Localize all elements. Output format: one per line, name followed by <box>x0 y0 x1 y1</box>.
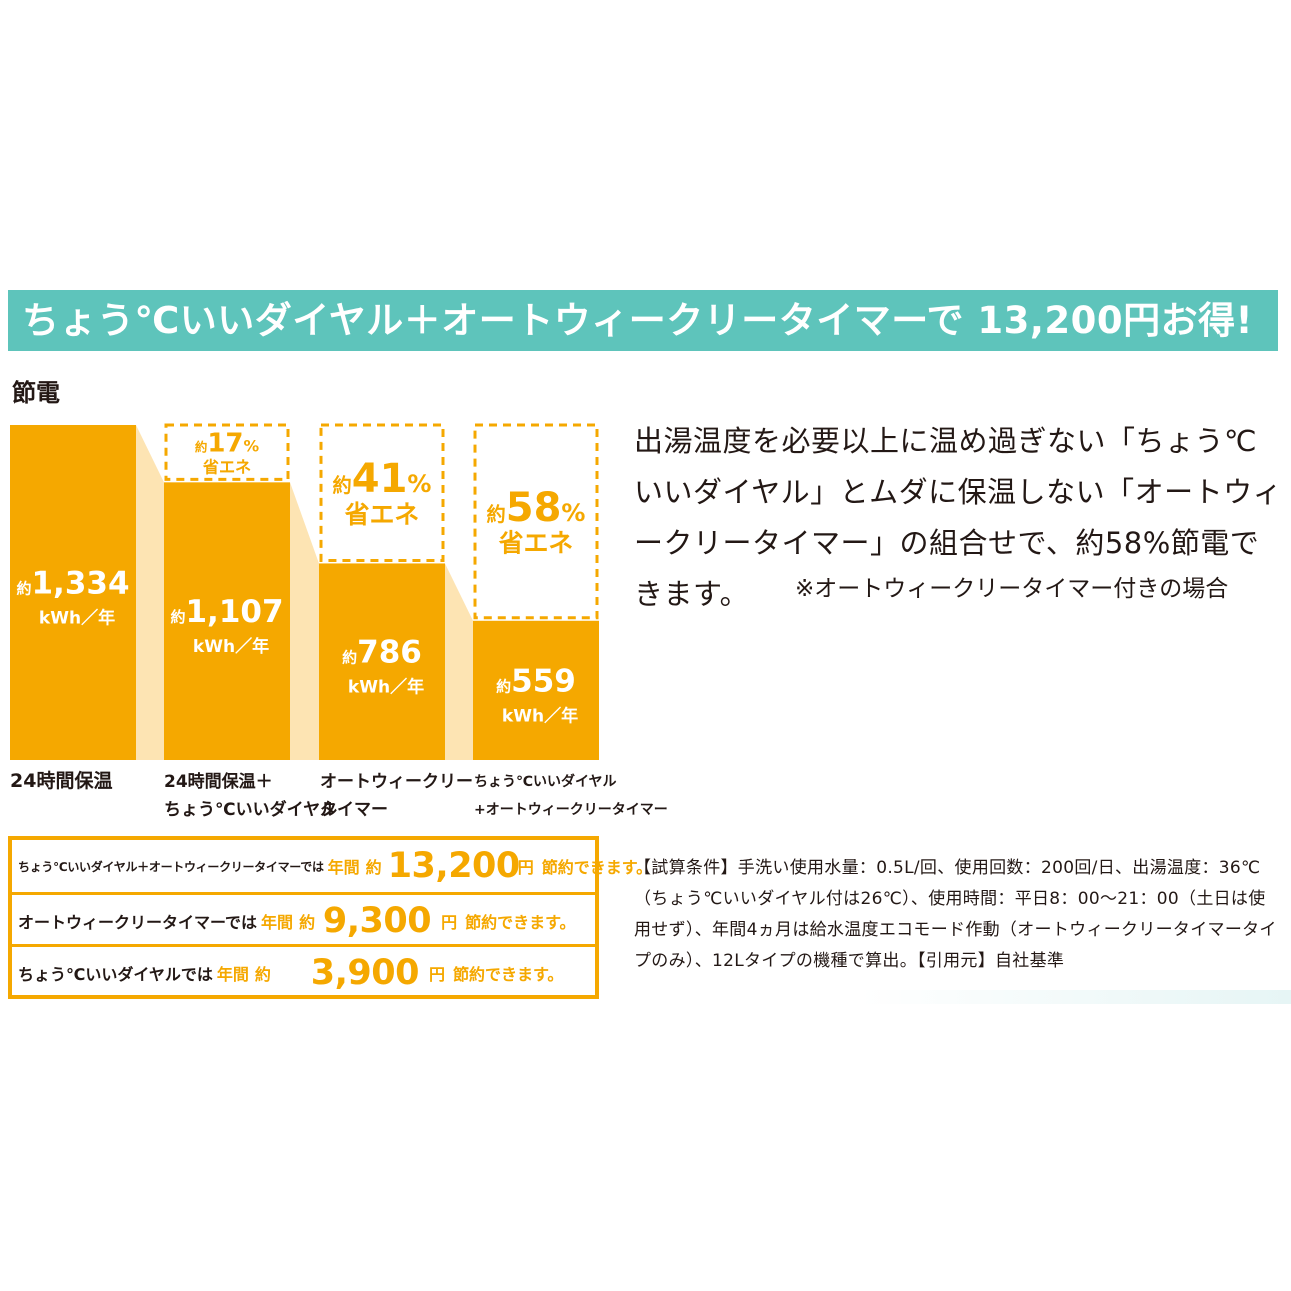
category-label-2: オートウィークリー タイマー <box>320 768 473 824</box>
savings-row: ちょう℃いいダイヤルでは 年間 約 3,900 円 節約できます。 <box>12 944 595 999</box>
category-label-1: 24時間保温＋ ちょう℃いいダイヤル <box>164 768 337 824</box>
savings-row: オートウィークリータイマーでは 年間 約 9,300 円 節約できます。 <box>12 892 595 947</box>
connector-band-0 <box>136 425 164 760</box>
headline-banner: ちょう℃いいダイヤル＋オートウィークリータイマーで 13,200円お得! <box>8 290 1278 351</box>
savings-tail: 節約できます。 <box>465 913 576 932</box>
bar-3 <box>473 620 599 760</box>
calculation-conditions: 【試算条件】手洗い使用水量：0.5L/回、使用回数：200回/日、出湯温度：36… <box>634 858 1277 971</box>
description-text: 出湯温度を必要以上に温め過ぎない「ちょう℃いいダイヤル」とムダに保温しない「オー… <box>634 424 1283 611</box>
savings-amount: 9,300 <box>322 901 432 941</box>
category-label-1-line-1: 24時間保温＋ <box>164 772 273 792</box>
bar-2 <box>319 563 445 760</box>
background-fade <box>860 990 1291 1004</box>
savings-tail: 節約できます。 <box>541 858 653 877</box>
saving-region-1 <box>164 423 290 481</box>
category-label-3: ちょう℃いいダイヤル +オートウィークリータイマー <box>474 768 668 824</box>
category-label-3-line-2: +オートウィークリータイマー <box>474 802 668 818</box>
saving-label-1: 省エネ <box>202 457 251 476</box>
value-label-0: 約1,334 <box>16 566 129 602</box>
saving-region-2 <box>319 423 445 562</box>
unit-label-2: kWh／年 <box>348 677 424 698</box>
category-label-2-line-1: オートウィークリー <box>320 772 473 792</box>
savings-approx: 約 <box>365 858 382 877</box>
connector-band-2 <box>445 563 473 760</box>
savings-amount: 3,900 <box>310 953 420 993</box>
savings-lead: ちょう℃いいダイヤルでは <box>18 965 213 984</box>
saving-percent-2: 約41% <box>333 456 432 502</box>
savings-unit: 円 <box>428 965 445 984</box>
saving-label-3: 省エネ <box>499 529 573 558</box>
connector-band-1 <box>290 482 319 760</box>
value-label-3: 約559 <box>496 663 576 699</box>
saving-region-3 <box>473 423 599 620</box>
category-label-1-line-2: ちょう℃いいダイヤル <box>164 800 338 820</box>
section-label: 節電 <box>12 379 60 407</box>
unit-label-3: kWh／年 <box>502 705 578 726</box>
value-label-2: 約786 <box>342 635 422 671</box>
savings-tail: 節約できます。 <box>452 965 564 984</box>
value-label-1: 約1,107 <box>170 594 283 630</box>
saving-label-2: 省エネ <box>345 500 419 529</box>
savings-lead: ちょう℃いいダイヤル＋オートウィークリータイマーでは <box>18 859 324 874</box>
savings-summary-box: ちょう℃いいダイヤル＋オートウィークリータイマーでは 年間 約 13,200 円… <box>8 836 652 999</box>
savings-row: ちょう℃いいダイヤル＋オートウィークリータイマーでは 年間 約 13,200 円… <box>12 840 652 892</box>
savings-unit: 円 <box>441 913 458 932</box>
category-label-0: 24時間保温 <box>10 770 113 792</box>
savings-lead: オートウィークリータイマーでは <box>18 913 258 932</box>
savings-approx: 約 <box>299 913 316 932</box>
saving-percent-3: 約58% <box>487 485 586 531</box>
unit-label-1: kWh／年 <box>193 636 269 657</box>
unit-label-0: kWh／年 <box>39 608 115 629</box>
bar-1 <box>164 482 290 760</box>
savings-unit: 円 <box>517 858 534 877</box>
savings-period: 年間 <box>327 858 360 877</box>
category-label-2-line-2: タイマー <box>320 800 388 820</box>
category-label-3-line-1: ちょう℃いいダイヤル <box>474 774 617 790</box>
description-note: ※オートウィークリータイマー付きの場合 <box>795 576 1229 602</box>
savings-approx: 約 <box>254 965 271 984</box>
bar-0 <box>10 425 136 760</box>
savings-period: 年間 <box>216 965 249 984</box>
power-saving-bar-chart: 約1,334kWh／年約17%省エネ約1,107kWh／年約41%省エネ約786… <box>10 423 599 760</box>
headline-text: ちょう℃いいダイヤル＋オートウィークリータイマーで 13,200円お得! <box>22 299 1254 342</box>
saving-percent-1: 約17% <box>195 429 260 459</box>
savings-period: 年間 <box>261 913 294 932</box>
savings-amount: 13,200 <box>387 846 521 886</box>
